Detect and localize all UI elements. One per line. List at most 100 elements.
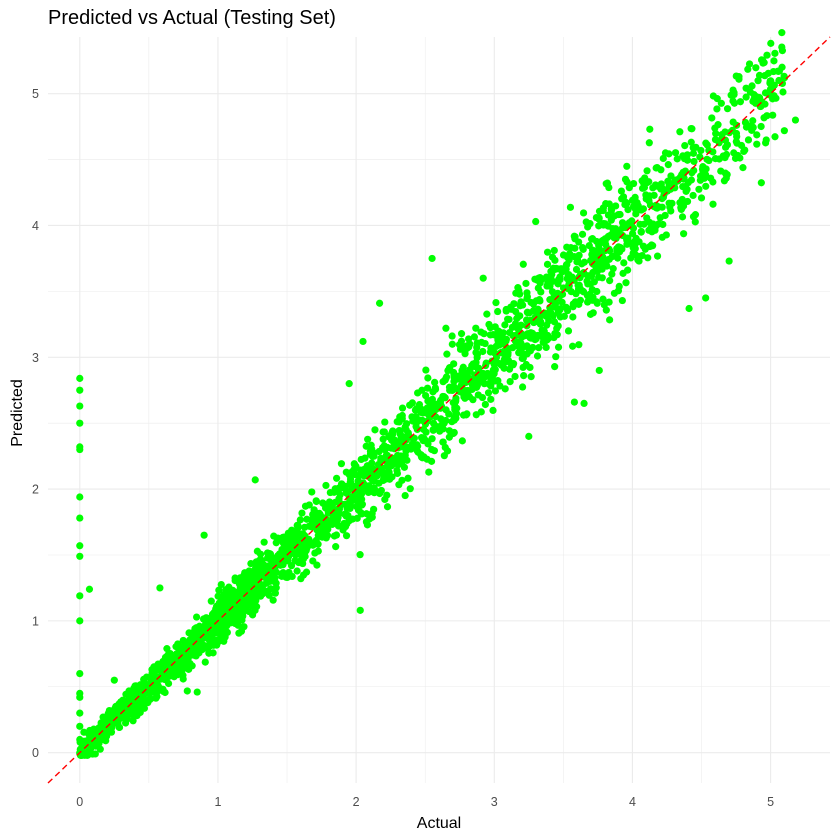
data-point bbox=[723, 105, 732, 113]
data-point bbox=[209, 635, 218, 643]
y-tick-label: 0 bbox=[32, 746, 39, 760]
data-point bbox=[554, 343, 563, 351]
data-point bbox=[381, 418, 389, 426]
data-point bbox=[472, 358, 480, 366]
data-point bbox=[762, 136, 770, 144]
data-point bbox=[506, 378, 514, 386]
data-point bbox=[256, 570, 264, 578]
data-point bbox=[337, 480, 346, 488]
data-point bbox=[753, 131, 761, 139]
data-point bbox=[396, 413, 404, 421]
data-point bbox=[450, 377, 458, 385]
data-point bbox=[599, 204, 608, 212]
data-point bbox=[653, 182, 662, 190]
data-point bbox=[580, 399, 588, 408]
data-point bbox=[569, 303, 577, 311]
data-point bbox=[658, 233, 666, 241]
data-point bbox=[689, 191, 697, 200]
data-point bbox=[598, 274, 606, 282]
data-point bbox=[458, 437, 466, 445]
data-point bbox=[687, 138, 695, 146]
data-point bbox=[428, 435, 436, 443]
data-point bbox=[618, 195, 626, 203]
data-point bbox=[348, 515, 357, 523]
data-point bbox=[323, 531, 332, 539]
data-point bbox=[296, 516, 304, 524]
data-point bbox=[409, 417, 417, 425]
data-point bbox=[575, 341, 583, 349]
data-point bbox=[725, 257, 733, 265]
data-point bbox=[361, 472, 369, 480]
data-point bbox=[622, 279, 630, 287]
data-point bbox=[452, 396, 460, 405]
data-point bbox=[425, 468, 433, 476]
data-point bbox=[709, 200, 717, 208]
data-point bbox=[676, 128, 684, 136]
data-point bbox=[227, 618, 235, 626]
data-point bbox=[616, 243, 625, 252]
data-point bbox=[664, 161, 672, 169]
data-point bbox=[481, 400, 489, 409]
data-point bbox=[569, 313, 577, 321]
data-point bbox=[473, 343, 481, 351]
data-point bbox=[322, 481, 330, 490]
data-point bbox=[510, 300, 518, 308]
data-point bbox=[736, 98, 745, 106]
data-point bbox=[494, 307, 502, 316]
data-point bbox=[231, 574, 239, 582]
data-point bbox=[772, 94, 780, 102]
data-point bbox=[76, 386, 84, 394]
data-point bbox=[564, 327, 573, 335]
data-point bbox=[417, 408, 425, 416]
data-point bbox=[547, 267, 555, 275]
data-point bbox=[219, 633, 227, 641]
data-point bbox=[665, 199, 673, 207]
data-point bbox=[76, 514, 84, 522]
data-point bbox=[652, 201, 660, 209]
data-point bbox=[200, 531, 208, 539]
data-point bbox=[295, 558, 303, 567]
data-point bbox=[679, 202, 688, 210]
data-point bbox=[111, 705, 119, 713]
data-point bbox=[570, 398, 579, 406]
data-point bbox=[364, 435, 372, 443]
data-point bbox=[575, 281, 583, 289]
data-point bbox=[431, 385, 440, 393]
data-point bbox=[402, 426, 410, 434]
data-point bbox=[271, 554, 279, 562]
data-point bbox=[508, 323, 516, 331]
data-point bbox=[627, 254, 635, 262]
data-point bbox=[356, 551, 364, 559]
data-point bbox=[487, 395, 495, 403]
data-point bbox=[395, 481, 403, 489]
data-point bbox=[667, 172, 675, 180]
data-point bbox=[243, 574, 252, 582]
data-point bbox=[543, 248, 552, 256]
data-point bbox=[424, 374, 432, 382]
data-point bbox=[439, 438, 447, 446]
data-point bbox=[375, 299, 384, 307]
data-point bbox=[379, 435, 387, 443]
data-point bbox=[564, 306, 572, 315]
data-point bbox=[744, 136, 753, 144]
data-point bbox=[721, 153, 729, 162]
data-point bbox=[251, 476, 259, 484]
data-point bbox=[480, 373, 488, 381]
data-point bbox=[330, 532, 339, 540]
data-point bbox=[550, 318, 559, 326]
x-tick-label: 1 bbox=[214, 795, 221, 809]
data-point bbox=[520, 372, 528, 380]
data-point bbox=[609, 224, 617, 233]
data-point bbox=[535, 344, 543, 352]
data-point bbox=[630, 196, 638, 204]
data-points bbox=[76, 29, 800, 759]
data-point bbox=[361, 454, 369, 462]
data-point bbox=[76, 693, 84, 701]
data-point bbox=[308, 488, 316, 496]
data-point bbox=[172, 643, 180, 651]
data-point bbox=[76, 374, 84, 382]
data-point bbox=[413, 425, 421, 433]
data-point bbox=[631, 241, 639, 249]
data-point bbox=[553, 324, 561, 333]
